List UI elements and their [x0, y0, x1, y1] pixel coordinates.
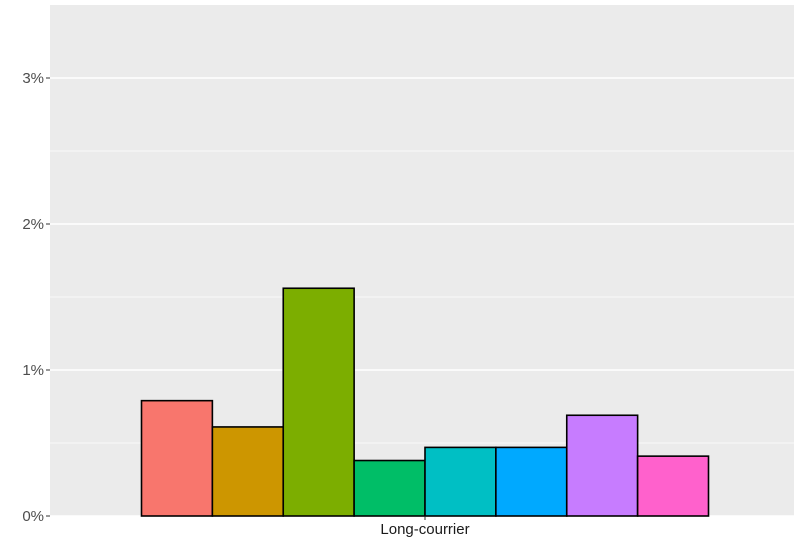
bar-2	[211, 426, 285, 517]
y-axis-tick-label: 0%	[22, 508, 44, 525]
bar-6	[495, 446, 568, 517]
bars	[140, 287, 710, 517]
bar-1	[140, 399, 214, 517]
x-axis: Long-courrier	[380, 516, 470, 538]
bar-5	[424, 446, 497, 517]
bar-3	[282, 287, 355, 517]
bar-7	[565, 414, 639, 517]
bar-8	[636, 455, 710, 517]
y-axis: 0% 1% 2% 3%	[22, 70, 50, 525]
y-axis-tick-label: 3%	[22, 70, 44, 87]
y-axis-tick-label: 1%	[22, 362, 44, 379]
bar-4	[353, 459, 426, 517]
y-axis-tick-label: 2%	[22, 216, 44, 233]
x-axis-category-label: Long-courrier	[380, 521, 469, 538]
